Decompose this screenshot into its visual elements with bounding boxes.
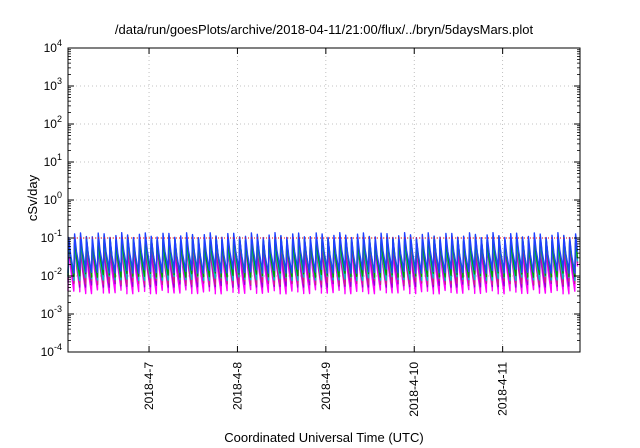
x-axis: 2018-4-7 2018-4-8 2018-4-9 2018-4-10 2018-4-…: [142, 48, 510, 417]
y-axis: 10-4 10-3 10-2 10-1 100 101 102 103 104: [41, 38, 580, 359]
y-tick-label: 100: [44, 190, 62, 207]
y-axis-label: cSv/day: [25, 174, 40, 221]
series-group: [67, 232, 579, 295]
x-axis-label: Coordinated Universal Time (UTC): [224, 430, 423, 445]
x-tick-label: 2018-4-9: [319, 362, 333, 410]
x-tick-label: 2018-4-10: [407, 362, 421, 417]
y-tick-label: 10-2: [41, 266, 62, 283]
y-tick-label: 10-4: [41, 342, 62, 359]
x-tick-label: 2018-4-7: [142, 362, 156, 410]
chart-title: /data/run/goesPlots/archive/2018-04-11/2…: [115, 22, 534, 37]
x-tick-label: 2018-4-8: [230, 362, 244, 410]
y-tick-label: 10-1: [41, 228, 62, 245]
grid-lines: [68, 48, 580, 352]
y-tick-label: 102: [44, 114, 62, 131]
series-line: [67, 232, 579, 274]
y-tick-label: 103: [44, 76, 62, 93]
y-tick-label: 104: [44, 38, 62, 55]
y-tick-label: 10-3: [41, 304, 62, 321]
y-tick-label: 101: [44, 152, 62, 169]
x-tick-label: 2018-4-11: [496, 362, 510, 416]
